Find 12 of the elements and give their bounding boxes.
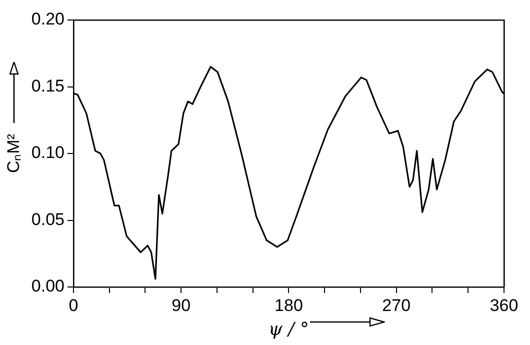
y-tick-label: 0.10 (31, 143, 64, 162)
y-tick-label: 0.20 (31, 10, 64, 29)
y-tick-label: 0.15 (31, 76, 64, 96)
x-tick-label: 0 (68, 296, 78, 315)
x-tick-label: 180 (274, 296, 303, 315)
y-tick-label: 0.00 (31, 276, 64, 296)
y-axis-title: CₙM² (4, 134, 23, 174)
x-tick-label: 360 (490, 296, 518, 315)
x-tick-label: 270 (382, 296, 411, 315)
x-axis-title: ψ / ° (268, 318, 310, 340)
y-tick-label: 0.05 (31, 210, 64, 229)
x-tick-label: 90 (172, 296, 191, 315)
